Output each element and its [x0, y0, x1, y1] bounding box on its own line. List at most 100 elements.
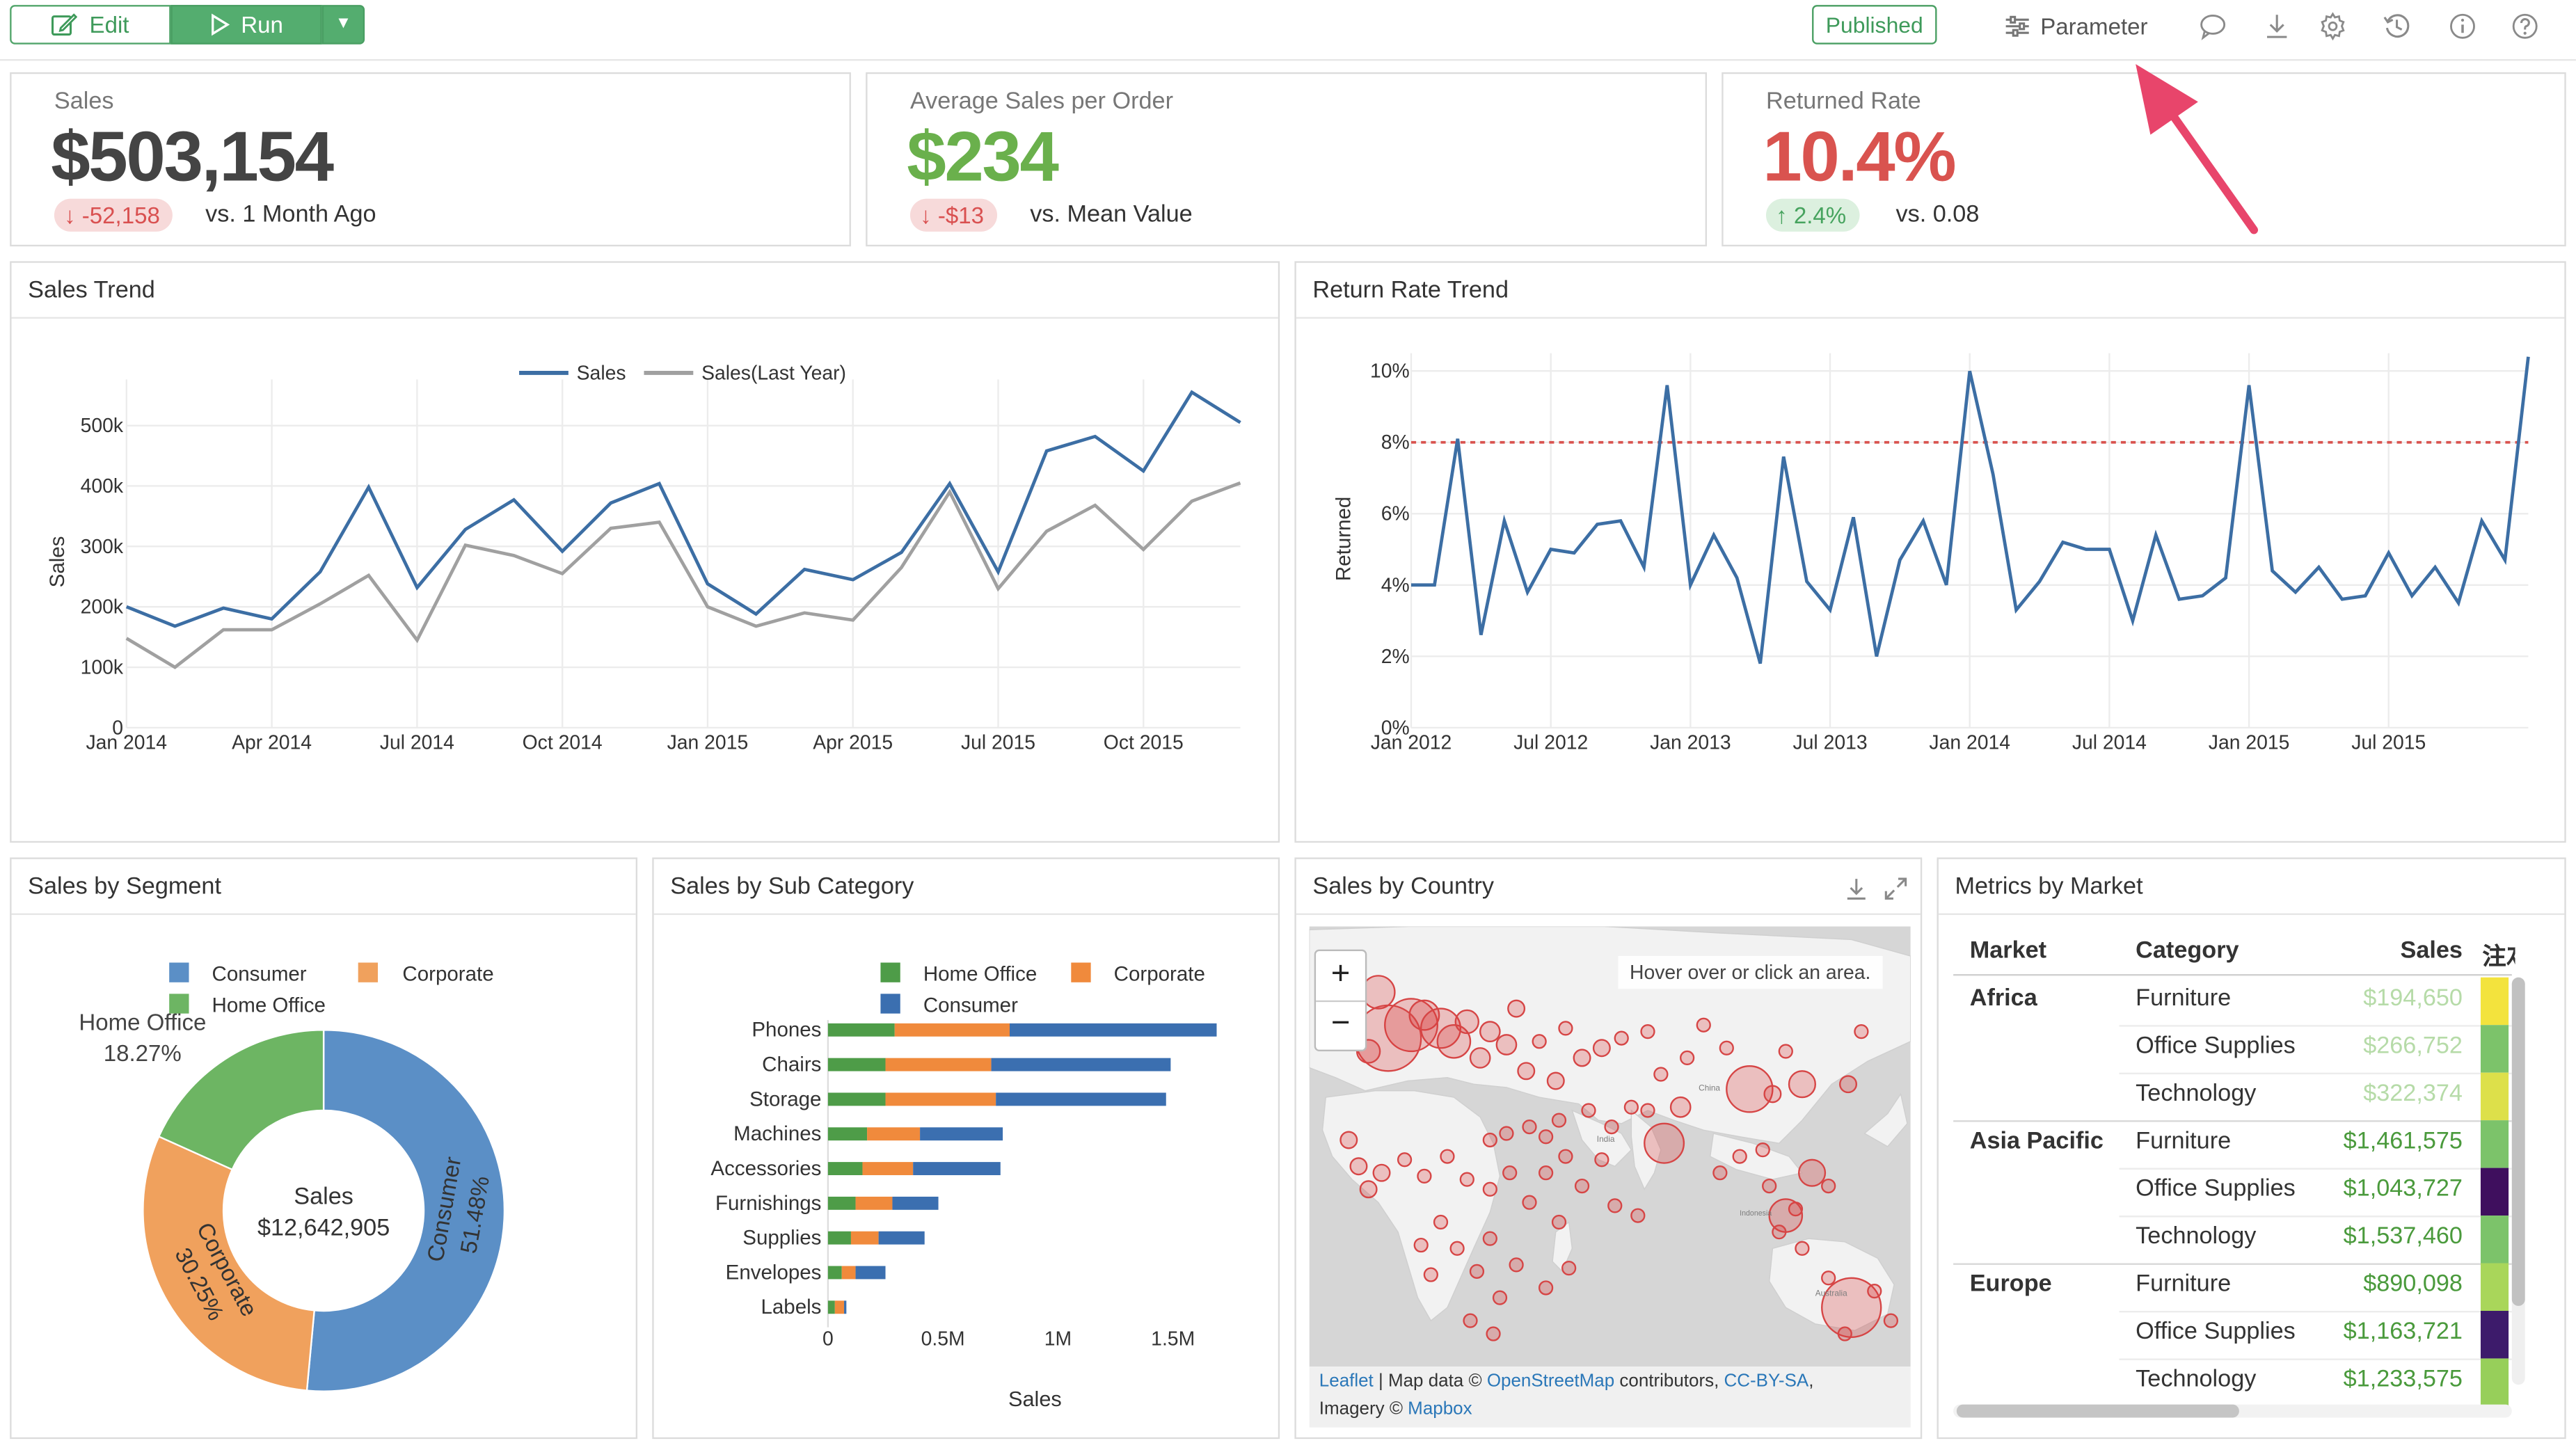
kpi-comparison: vs. 1 Month Ago [205, 202, 376, 229]
row-divider [2119, 1358, 2512, 1360]
donut-center-label: Sales [294, 1184, 353, 1210]
x-tick-label: Jan 2012 [1371, 732, 1452, 754]
country-bubble [1778, 1044, 1793, 1059]
table-row[interactable]: Technology $322,374 [1953, 1072, 2512, 1121]
cc-by-sa-link[interactable]: CC-BY-SA [1724, 1371, 1809, 1392]
legend-label: Sales [577, 362, 626, 384]
help-icon[interactable] [2510, 12, 2539, 41]
arrow-down-icon: ↓ [64, 202, 82, 229]
country-bubble [1837, 1326, 1852, 1341]
bar-segment [855, 1266, 886, 1280]
country-bubble [1623, 1099, 1639, 1115]
country-bubble [1349, 1157, 1368, 1176]
table-vertical-scrollbar[interactable] [2511, 977, 2525, 1385]
x-tick-label: Oct 2014 [523, 732, 603, 754]
country-bubble [1883, 1313, 1899, 1328]
bar-segment [867, 1127, 921, 1141]
table-row[interactable]: Technology $1,537,460 [1953, 1216, 2512, 1264]
download-icon[interactable] [1843, 875, 1870, 902]
return-rate-chart[interactable]: 0% 2% 4% 6% 8% 10% Jan 2012 Jul 2012 Jan 2013 Jul… [1296, 263, 2568, 845]
table-row[interactable]: Office Supplies $1,163,721 [1953, 1310, 2512, 1359]
scrollbar-thumb[interactable] [1956, 1404, 2239, 1418]
kpi-delta-value: 2.4% [1793, 202, 1847, 229]
y-axis-label: Returned [1333, 497, 1355, 581]
table-row[interactable]: Office Supplies $266,752 [1953, 1025, 2512, 1073]
mapbox-link[interactable]: Mapbox [1408, 1399, 1472, 1419]
cell-market: Africa [1969, 985, 2037, 1012]
comment-icon[interactable] [2198, 12, 2227, 41]
country-bubble [1821, 1270, 1836, 1286]
sliders-icon [2005, 15, 2029, 37]
country-bubble [1772, 1225, 1787, 1240]
map-zoom-control: + − [1314, 949, 1367, 1051]
card-title: Sales by Segment [28, 873, 221, 900]
edit-label: Edit [89, 11, 129, 38]
published-badge[interactable]: Published [1812, 5, 1937, 45]
cell-color-bar [2480, 1120, 2509, 1168]
cell-color-bar [2480, 1358, 2509, 1406]
run-button[interactable]: Run [170, 5, 322, 45]
x-tick-label: Jan 2014 [1929, 732, 2010, 754]
y-tick-label: 200k [81, 596, 124, 619]
cell-sales: $1,233,575 [2343, 1367, 2463, 1394]
sales-trend-chart[interactable]: 0 100k 200k 300k 400k 500k Jan 2014 Apr 2014 Jul… [12, 263, 1282, 845]
country-bubble [1763, 1085, 1782, 1104]
column-header-truncated[interactable]: 注ｽ [2482, 944, 2515, 971]
kpi-label: Sales [54, 88, 114, 115]
leaflet-link[interactable]: Leaflet [1319, 1371, 1374, 1392]
cell-sales: $1,163,721 [2343, 1318, 2463, 1346]
country-bubble [1499, 1126, 1514, 1141]
column-header-market[interactable]: Market [1969, 938, 2047, 964]
country-bubble [1482, 1181, 1497, 1197]
card-divider [11, 913, 636, 916]
history-icon[interactable] [2382, 12, 2411, 41]
donut-center-value: $12,642,905 [257, 1214, 390, 1241]
country-bubble [1522, 1195, 1537, 1210]
country-bubble [1839, 1075, 1857, 1094]
zoom-out-button[interactable]: − [1330, 1005, 1351, 1042]
country-bubble [1614, 1030, 1629, 1046]
country-bubble [1413, 1237, 1429, 1253]
row-divider [2119, 1168, 2512, 1170]
world-map[interactable]: China India Indonesia Australia [1309, 926, 1911, 1367]
table-row[interactable]: Asia Pacific Furniture $1,461,575 [1953, 1120, 2512, 1168]
cell-sales: $1,461,575 [2343, 1128, 2463, 1155]
country-bubble [1397, 1152, 1413, 1168]
kpi-value: $234 [907, 118, 1059, 198]
card-title: Sales Trend [28, 277, 155, 304]
sub-category-bar-chart[interactable]: Home Office Corporate Consumer 0 0.5M 1M 1.… [654, 859, 1282, 1441]
column-header-category[interactable]: Category [2136, 938, 2239, 964]
table-row[interactable]: Europe Furniture $890,098 [1953, 1263, 2512, 1311]
country-bubble [1644, 1122, 1685, 1164]
arrow-down-icon: ↓ [920, 202, 938, 229]
attribution-text: , [1808, 1371, 1814, 1392]
y-tick-label: 2% [1381, 646, 1410, 668]
country-bubbles[interactable] [1339, 975, 1899, 1341]
table-horizontal-scrollbar[interactable] [1953, 1404, 2512, 1418]
cell-color-bar [2480, 977, 2509, 1026]
expand-icon[interactable] [1883, 875, 1909, 902]
info-icon[interactable] [2448, 12, 2477, 41]
run-dropdown-button[interactable]: ▼ [321, 5, 365, 45]
play-icon [211, 13, 230, 36]
table-row[interactable]: Africa Furniture $194,650 [1953, 977, 2512, 1026]
bar-segment [827, 1092, 886, 1106]
openstreetmap-link[interactable]: OpenStreetMap [1486, 1371, 1615, 1392]
cell-category: Furniture [2136, 985, 2232, 1012]
scrollbar-thumb[interactable] [2511, 977, 2525, 1306]
segment-donut-chart[interactable]: Consumer Corporate Home Office Sales $12… [12, 859, 639, 1441]
card-title: Sales by Country [1312, 873, 1495, 900]
country-bubble [1551, 1214, 1567, 1230]
parameter-button[interactable]: Parameter [2004, 8, 2148, 45]
zoom-in-button[interactable]: + [1316, 951, 1365, 1003]
table-row[interactable]: Office Supplies $1,043,727 [1953, 1168, 2512, 1216]
table-row[interactable]: Technology $1,233,575 [1953, 1358, 2512, 1406]
map-label-china: China [1699, 1083, 1720, 1093]
download-icon[interactable] [2262, 12, 2291, 41]
country-bubble [1423, 1267, 1438, 1282]
parameter-label: Parameter [2040, 13, 2148, 40]
edit-button[interactable]: Edit [10, 5, 171, 45]
column-header-sales[interactable]: Sales [2400, 938, 2463, 964]
x-axis-label: Sales [1008, 1387, 1062, 1411]
gear-icon[interactable] [2318, 12, 2347, 41]
